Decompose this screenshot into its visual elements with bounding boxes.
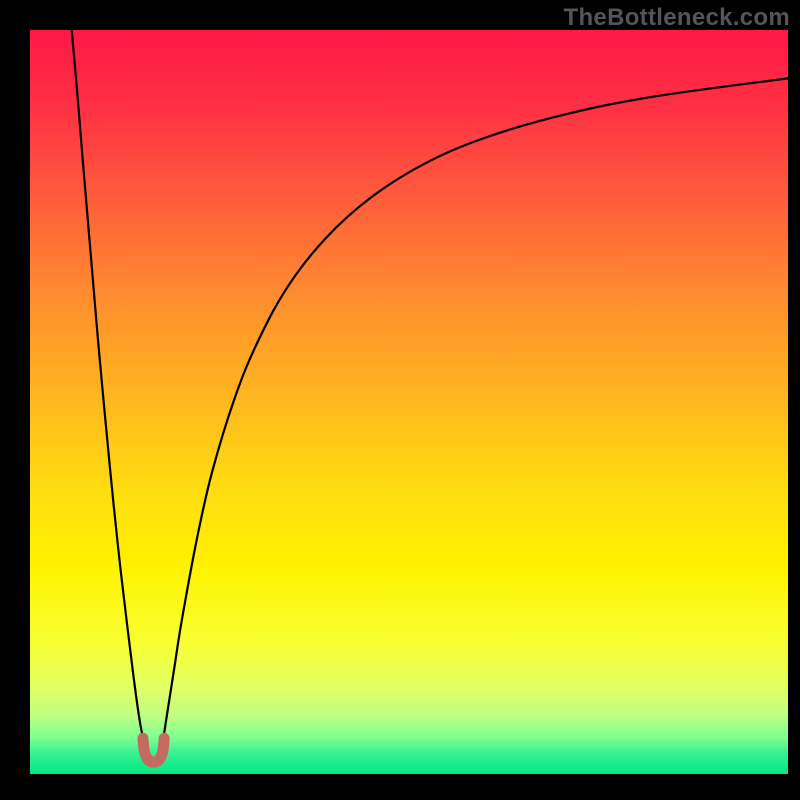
bottleneck-chart: [0, 0, 800, 800]
plot-background: [30, 30, 788, 774]
chart-container: TheBottleneck.com: [0, 0, 800, 800]
watermark-text: TheBottleneck.com: [564, 4, 790, 32]
